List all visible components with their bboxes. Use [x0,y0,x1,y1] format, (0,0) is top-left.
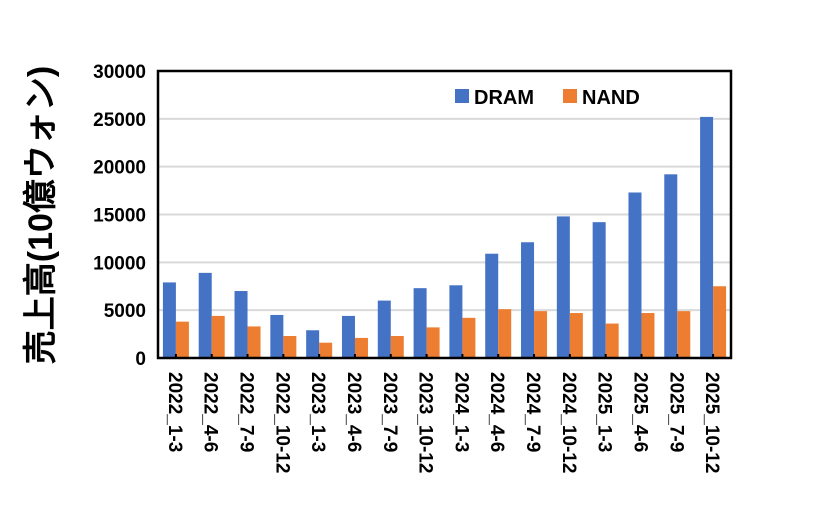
bar-dram [234,291,248,358]
y-axis-label: 売上高(10億ウォン) [22,66,60,364]
bar-dram [664,174,678,358]
bar-dram [306,330,320,358]
x-tick-label: 2024_7-9 [522,372,543,452]
bar-nand [677,311,691,358]
y-tick-label: 15000 [93,206,146,227]
bar-dram [413,288,427,358]
y-tick-label: 10000 [93,253,146,274]
legend-swatch-nand [563,89,577,103]
x-tick-label: 2024_10-12 [558,372,579,473]
bar-dram [162,282,176,358]
bar-dram [449,285,463,358]
legend-swatch-dram [455,89,469,103]
bar-dram [341,315,355,358]
bar-dram [270,314,284,358]
y-tick-label: 0 [135,349,146,370]
bar-nand [605,323,619,358]
y-tick-label: 20000 [93,158,146,179]
x-tick-label: 2024_4-6 [486,372,507,452]
bar-nand [175,321,189,358]
y-tick-label: 30000 [93,62,146,83]
bar-nand [390,335,404,358]
x-tick-label: 2023_4-6 [343,372,364,452]
bar-dram [556,216,570,358]
bar-dram [521,242,535,358]
bar-nand [462,317,476,358]
bar-dram [377,300,391,358]
bar-nand [319,342,333,358]
bar-nand [283,335,297,358]
plot-area-border [156,69,733,360]
bar-nand [713,286,727,358]
legend-label: NAND [582,87,640,109]
bar-nand [534,311,548,358]
bar-nand [247,326,261,358]
x-tick-label: 2022_1-3 [164,372,185,452]
bar-nand [426,327,440,358]
x-tick-label: 2023_7-9 [379,372,400,452]
legend-label: DRAM [474,87,534,109]
bar-nand [569,313,583,358]
y-tick-label: 5000 [104,301,146,322]
bar-dram [485,253,499,358]
bar-dram [700,116,714,358]
x-tick-label: 2022_10-12 [271,372,292,473]
bar-nand [498,309,512,358]
x-tick-label: 2025_10-12 [701,372,722,473]
bar-dram [198,272,212,358]
x-tick-label: 2022_4-6 [200,372,221,452]
x-tick-label: 2023_1-3 [307,372,328,452]
y-tick-label: 25000 [93,110,146,131]
x-tick-label: 2025_7-9 [665,372,686,452]
x-tick-label: 2025_1-3 [594,372,615,452]
bar-nand [354,337,368,358]
bar-dram [592,222,606,358]
x-tick-label: 2025_4-6 [629,372,650,452]
bar-nand [211,315,225,358]
bar-nand [641,313,655,358]
x-tick-label: 2024_1-3 [450,372,471,452]
x-tick-label: 2022_7-9 [236,372,257,452]
x-tick-label: 2023_10-12 [415,372,436,473]
bar-dram [628,192,642,358]
